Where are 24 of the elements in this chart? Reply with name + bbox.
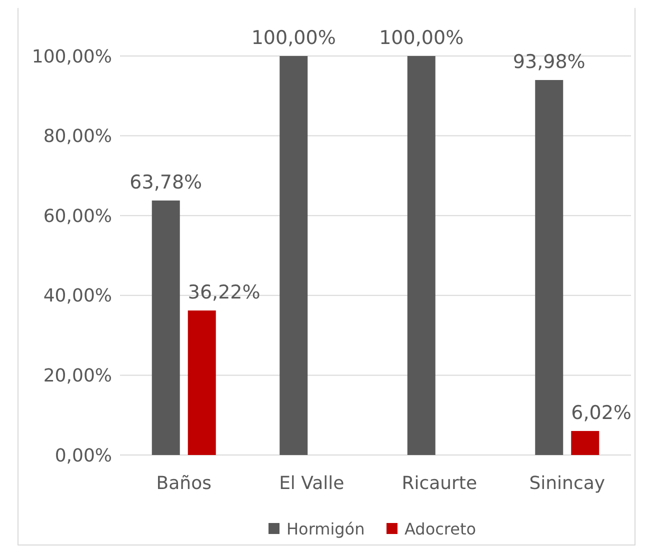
legend-label: Adocreto [404,520,476,539]
data-label: 100,00% [251,27,336,49]
data-label: 36,22% [188,281,260,304]
data-label: 93,98% [512,51,586,74]
bar [407,56,436,455]
data-label: 63,78% [130,172,202,194]
y-tick-label: 40,00% [43,286,112,307]
bar [571,430,600,455]
x-tick-label: Ricaurte [402,473,478,494]
bar [535,80,564,455]
legend-label: Hormigón [286,520,365,539]
data-label: 6,02% [571,402,632,424]
data-label: 100,00% [379,27,464,49]
y-tick-label: 100,00% [32,46,112,68]
bar [188,310,216,455]
x-tick-label: Baños [156,473,212,494]
y-tick-label: 20,00% [43,366,112,386]
bar [152,200,180,455]
bar [280,56,308,455]
y-tick-label: 0,00% [54,445,112,466]
y-tick-label: 60,00% [43,206,112,227]
y-tick-label: 80,00% [43,126,112,148]
x-tick-label: El Valle [279,473,344,494]
x-tick-label: Sinincay [529,473,606,494]
